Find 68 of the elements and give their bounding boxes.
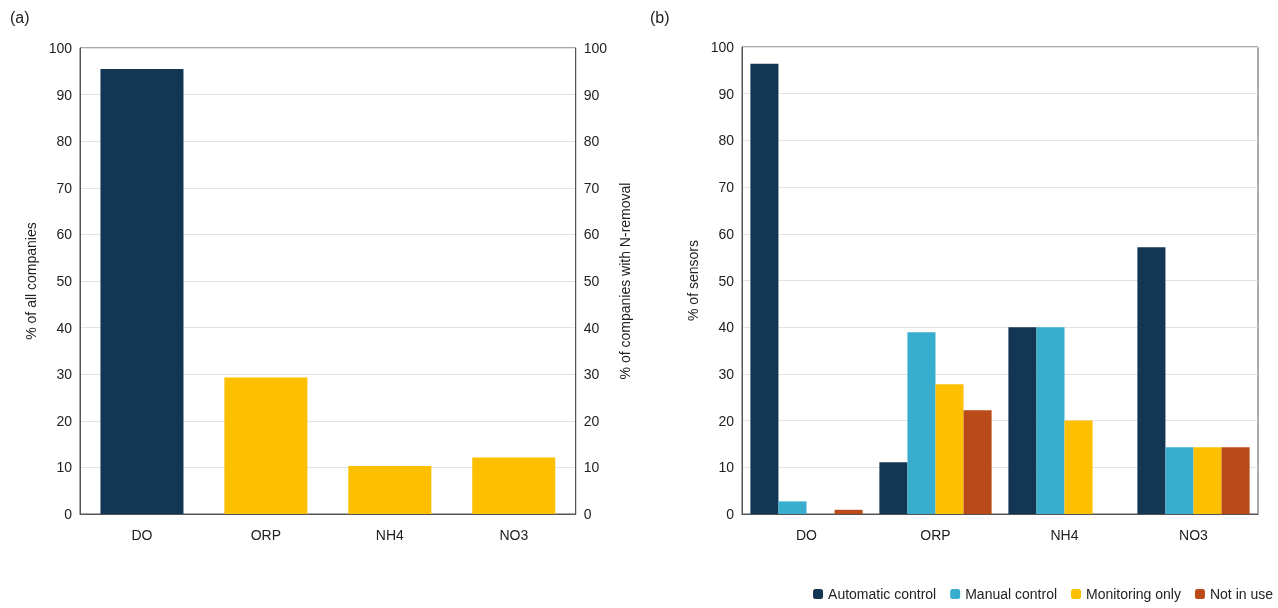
- x-tick-label: DO: [796, 527, 818, 543]
- y-tick-label: 30: [56, 366, 73, 383]
- y2-tick-label: 10: [583, 459, 600, 476]
- y-tick-label: 100: [710, 39, 735, 55]
- y-tick-label: 40: [718, 319, 735, 336]
- y2-tick-label: 0: [583, 506, 592, 522]
- chart-title: (b): [650, 8, 670, 26]
- x-tick-label: ORP: [250, 527, 282, 543]
- y-tick-label: 60: [718, 225, 735, 242]
- y-tick-label: 20: [56, 412, 73, 429]
- y-tick-label: 30: [718, 365, 735, 382]
- legend-label: Manual control: [965, 586, 1058, 602]
- bar: [1036, 327, 1065, 514]
- bar: [1008, 327, 1037, 514]
- bar: [750, 63, 779, 514]
- y-axis-title: % of all companies: [22, 222, 39, 340]
- legend-label: Automatic control: [828, 586, 937, 602]
- x-tick-label: DO: [131, 527, 153, 543]
- y-tick-label: 40: [56, 319, 73, 336]
- bar: [935, 384, 964, 514]
- chart-title: (a): [10, 8, 30, 26]
- bar: [1193, 447, 1222, 514]
- y2-tick-label: 60: [583, 226, 600, 243]
- y-tick-label: 80: [56, 133, 73, 150]
- y-tick-label: 0: [64, 506, 73, 522]
- y2-tick-label: 100: [583, 40, 608, 56]
- legend-label: Not in use: [1209, 586, 1274, 602]
- y2-tick-label: 30: [583, 366, 600, 383]
- y-tick-label: 80: [718, 132, 735, 149]
- x-tick-label: NO3: [499, 527, 529, 543]
- bar: [1064, 420, 1093, 514]
- bar: [879, 462, 908, 514]
- x-tick-label: NH4: [375, 527, 405, 543]
- bar: [472, 457, 556, 514]
- y-tick-label: 50: [56, 273, 73, 289]
- y-tick-label: 70: [718, 179, 735, 196]
- x-tick-label: NH4: [1050, 527, 1079, 543]
- y-tick-label: 50: [718, 272, 735, 289]
- y-tick-label: 20: [718, 412, 735, 429]
- y2-tick-label: 70: [583, 179, 600, 196]
- y-tick-label: 10: [718, 459, 735, 476]
- bar: [1137, 247, 1166, 514]
- bar: [224, 377, 308, 514]
- y-tick-label: 90: [718, 85, 735, 102]
- bar: [100, 68, 184, 514]
- bar: [1165, 447, 1194, 514]
- y2-tick-label: 80: [583, 133, 600, 150]
- y-tick-label: 70: [56, 179, 73, 196]
- bar: [348, 466, 432, 514]
- x-tick-label: NO3: [1179, 527, 1209, 543]
- y2-tick-label: 50: [583, 273, 600, 289]
- bar: [963, 410, 992, 514]
- y-tick-label: 90: [56, 86, 73, 103]
- y2-tick-label: 20: [583, 412, 600, 429]
- y-axis-title: % of sensors: [684, 240, 701, 321]
- y-tick-label: 10: [56, 459, 73, 476]
- bar: [834, 509, 863, 514]
- legend-label: Monitoring only: [1086, 586, 1181, 602]
- bar: [778, 501, 807, 514]
- bar: [1221, 447, 1250, 514]
- y-tick-label: 0: [726, 506, 735, 522]
- y2-tick-label: 90: [583, 86, 600, 103]
- y-tick-label: 100: [48, 40, 73, 56]
- y2-tick-label: 40: [583, 319, 600, 336]
- x-tick-label: ORP: [920, 527, 951, 543]
- y2-axis-title: % of companies with N-removal: [617, 182, 633, 380]
- y-tick-label: 60: [56, 226, 73, 243]
- bar: [907, 332, 936, 514]
